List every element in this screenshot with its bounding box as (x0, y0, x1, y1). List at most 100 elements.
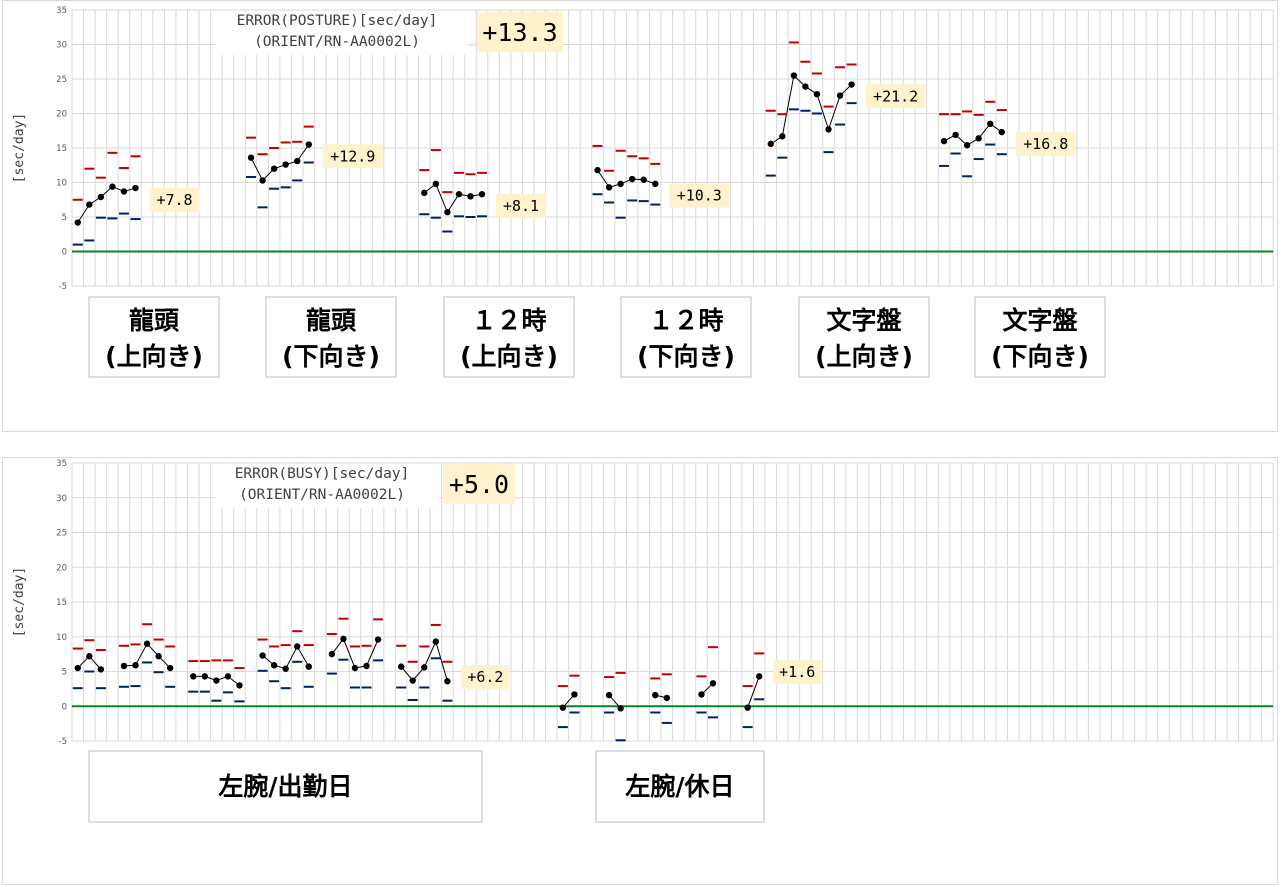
data-point (294, 643, 301, 650)
series-line (262, 645, 310, 670)
data-point (963, 142, 971, 149)
data-point (432, 180, 440, 188)
data-point (155, 653, 162, 660)
data-point (351, 664, 359, 672)
total-value: +5.0 (449, 470, 509, 499)
y-tick-label: 20 (56, 563, 67, 573)
data-point (328, 650, 336, 658)
group-average-badge (322, 144, 383, 169)
data-point (132, 662, 139, 669)
data-point (663, 694, 671, 702)
category-name: １２時 (648, 306, 723, 335)
data-point (363, 662, 370, 670)
y-tick-label: 25 (56, 529, 67, 539)
data-point (825, 126, 832, 133)
data-point (270, 662, 278, 669)
group-average-badge (773, 660, 822, 685)
y-tick-label: 10 (56, 179, 67, 189)
data-point (259, 177, 266, 184)
data-point (282, 665, 289, 672)
busy-chart: -5 0 5 10 15 20 25 30 35 [sec/day] ERROR(BUSY)[sec… (12, 459, 1274, 823)
data-point (744, 704, 751, 711)
data-point (397, 663, 405, 670)
total-badge (477, 12, 563, 52)
chart-subtitle: (ORIENT/RN-AA0002L) (239, 487, 405, 503)
category-box (595, 750, 765, 823)
y-tick-label: 15 (56, 598, 67, 608)
group-average-label: +10.3 (677, 187, 722, 205)
data-point (709, 680, 717, 687)
data-point (571, 691, 578, 698)
y-tick-label: 5 (62, 668, 67, 678)
y-tick-label: 15 (56, 144, 67, 154)
group-average-badge (669, 183, 730, 208)
data-point (201, 673, 209, 680)
data-point (74, 219, 81, 226)
category-box (88, 750, 483, 823)
y-tick-label: 0 (62, 702, 67, 712)
data-point (836, 92, 844, 99)
series-line (250, 144, 310, 182)
y-tick-label: 25 (56, 75, 67, 85)
group-average-label: +7.8 (156, 191, 192, 209)
y-tick-label: 35 (56, 459, 67, 469)
category-box (88, 296, 220, 378)
data-point (779, 133, 786, 140)
category-box (620, 296, 752, 378)
total-value: +13.3 (482, 18, 557, 47)
category-name: 文字盤 (826, 306, 902, 335)
data-point (478, 191, 486, 198)
series-line (123, 642, 171, 669)
data-point (640, 176, 647, 183)
title-background (216, 464, 438, 508)
data-point (756, 673, 763, 680)
data-point (270, 165, 278, 172)
chart-subtitle: (ORIENT/RN-AA0002L) (254, 34, 420, 50)
data-point (698, 691, 705, 698)
group-average-label: +8.1 (503, 197, 539, 215)
data-point (617, 180, 624, 188)
data-point (628, 175, 636, 183)
group-average-badge (149, 187, 200, 212)
series-line (331, 637, 379, 669)
posture-chart: -5 0 5 10 15 20 25 30 35 [sec/day] ERROR(POSTURE)[… (12, 6, 1274, 378)
data-point (120, 188, 128, 195)
data-point (790, 72, 798, 79)
y-tick-label: 35 (56, 6, 67, 16)
data-point (294, 157, 301, 165)
data-point (813, 90, 821, 98)
category-name: 左腕/出勤日 (218, 772, 352, 801)
data-point (605, 691, 613, 699)
category-name: 龍頭 (306, 306, 357, 335)
group-average-label: +12.9 (330, 147, 375, 165)
data-point (374, 636, 382, 643)
group-average-badge (461, 665, 510, 690)
y-tick-label: 30 (56, 494, 67, 504)
data-point (282, 161, 289, 168)
data-point (236, 682, 243, 689)
data-point (224, 673, 232, 680)
group-average-badge (496, 193, 547, 218)
data-point (305, 141, 312, 148)
data-point (166, 664, 174, 672)
data-point (605, 184, 613, 191)
data-point (594, 166, 601, 174)
data-point (975, 135, 982, 142)
chart-title: ERROR(BUSY)[sec/day] (235, 466, 410, 482)
data-point (259, 652, 266, 659)
category-box (443, 296, 575, 378)
title-background (216, 11, 468, 55)
y-tick-label: -5 (59, 282, 67, 292)
data-point (952, 131, 959, 139)
series-line (770, 74, 852, 145)
y-tick-label: -5 (59, 737, 67, 747)
data-point (432, 638, 440, 645)
category-box (974, 296, 1106, 378)
data-point (421, 189, 428, 197)
data-point (652, 180, 659, 188)
busy-chart-panel: -5 0 5 10 15 20 25 30 35 [sec/day] ERROR(BUSY)[sec… (2, 457, 1278, 885)
data-point (97, 666, 105, 673)
data-point (143, 640, 151, 647)
data-point (86, 653, 93, 660)
data-point (767, 140, 774, 148)
